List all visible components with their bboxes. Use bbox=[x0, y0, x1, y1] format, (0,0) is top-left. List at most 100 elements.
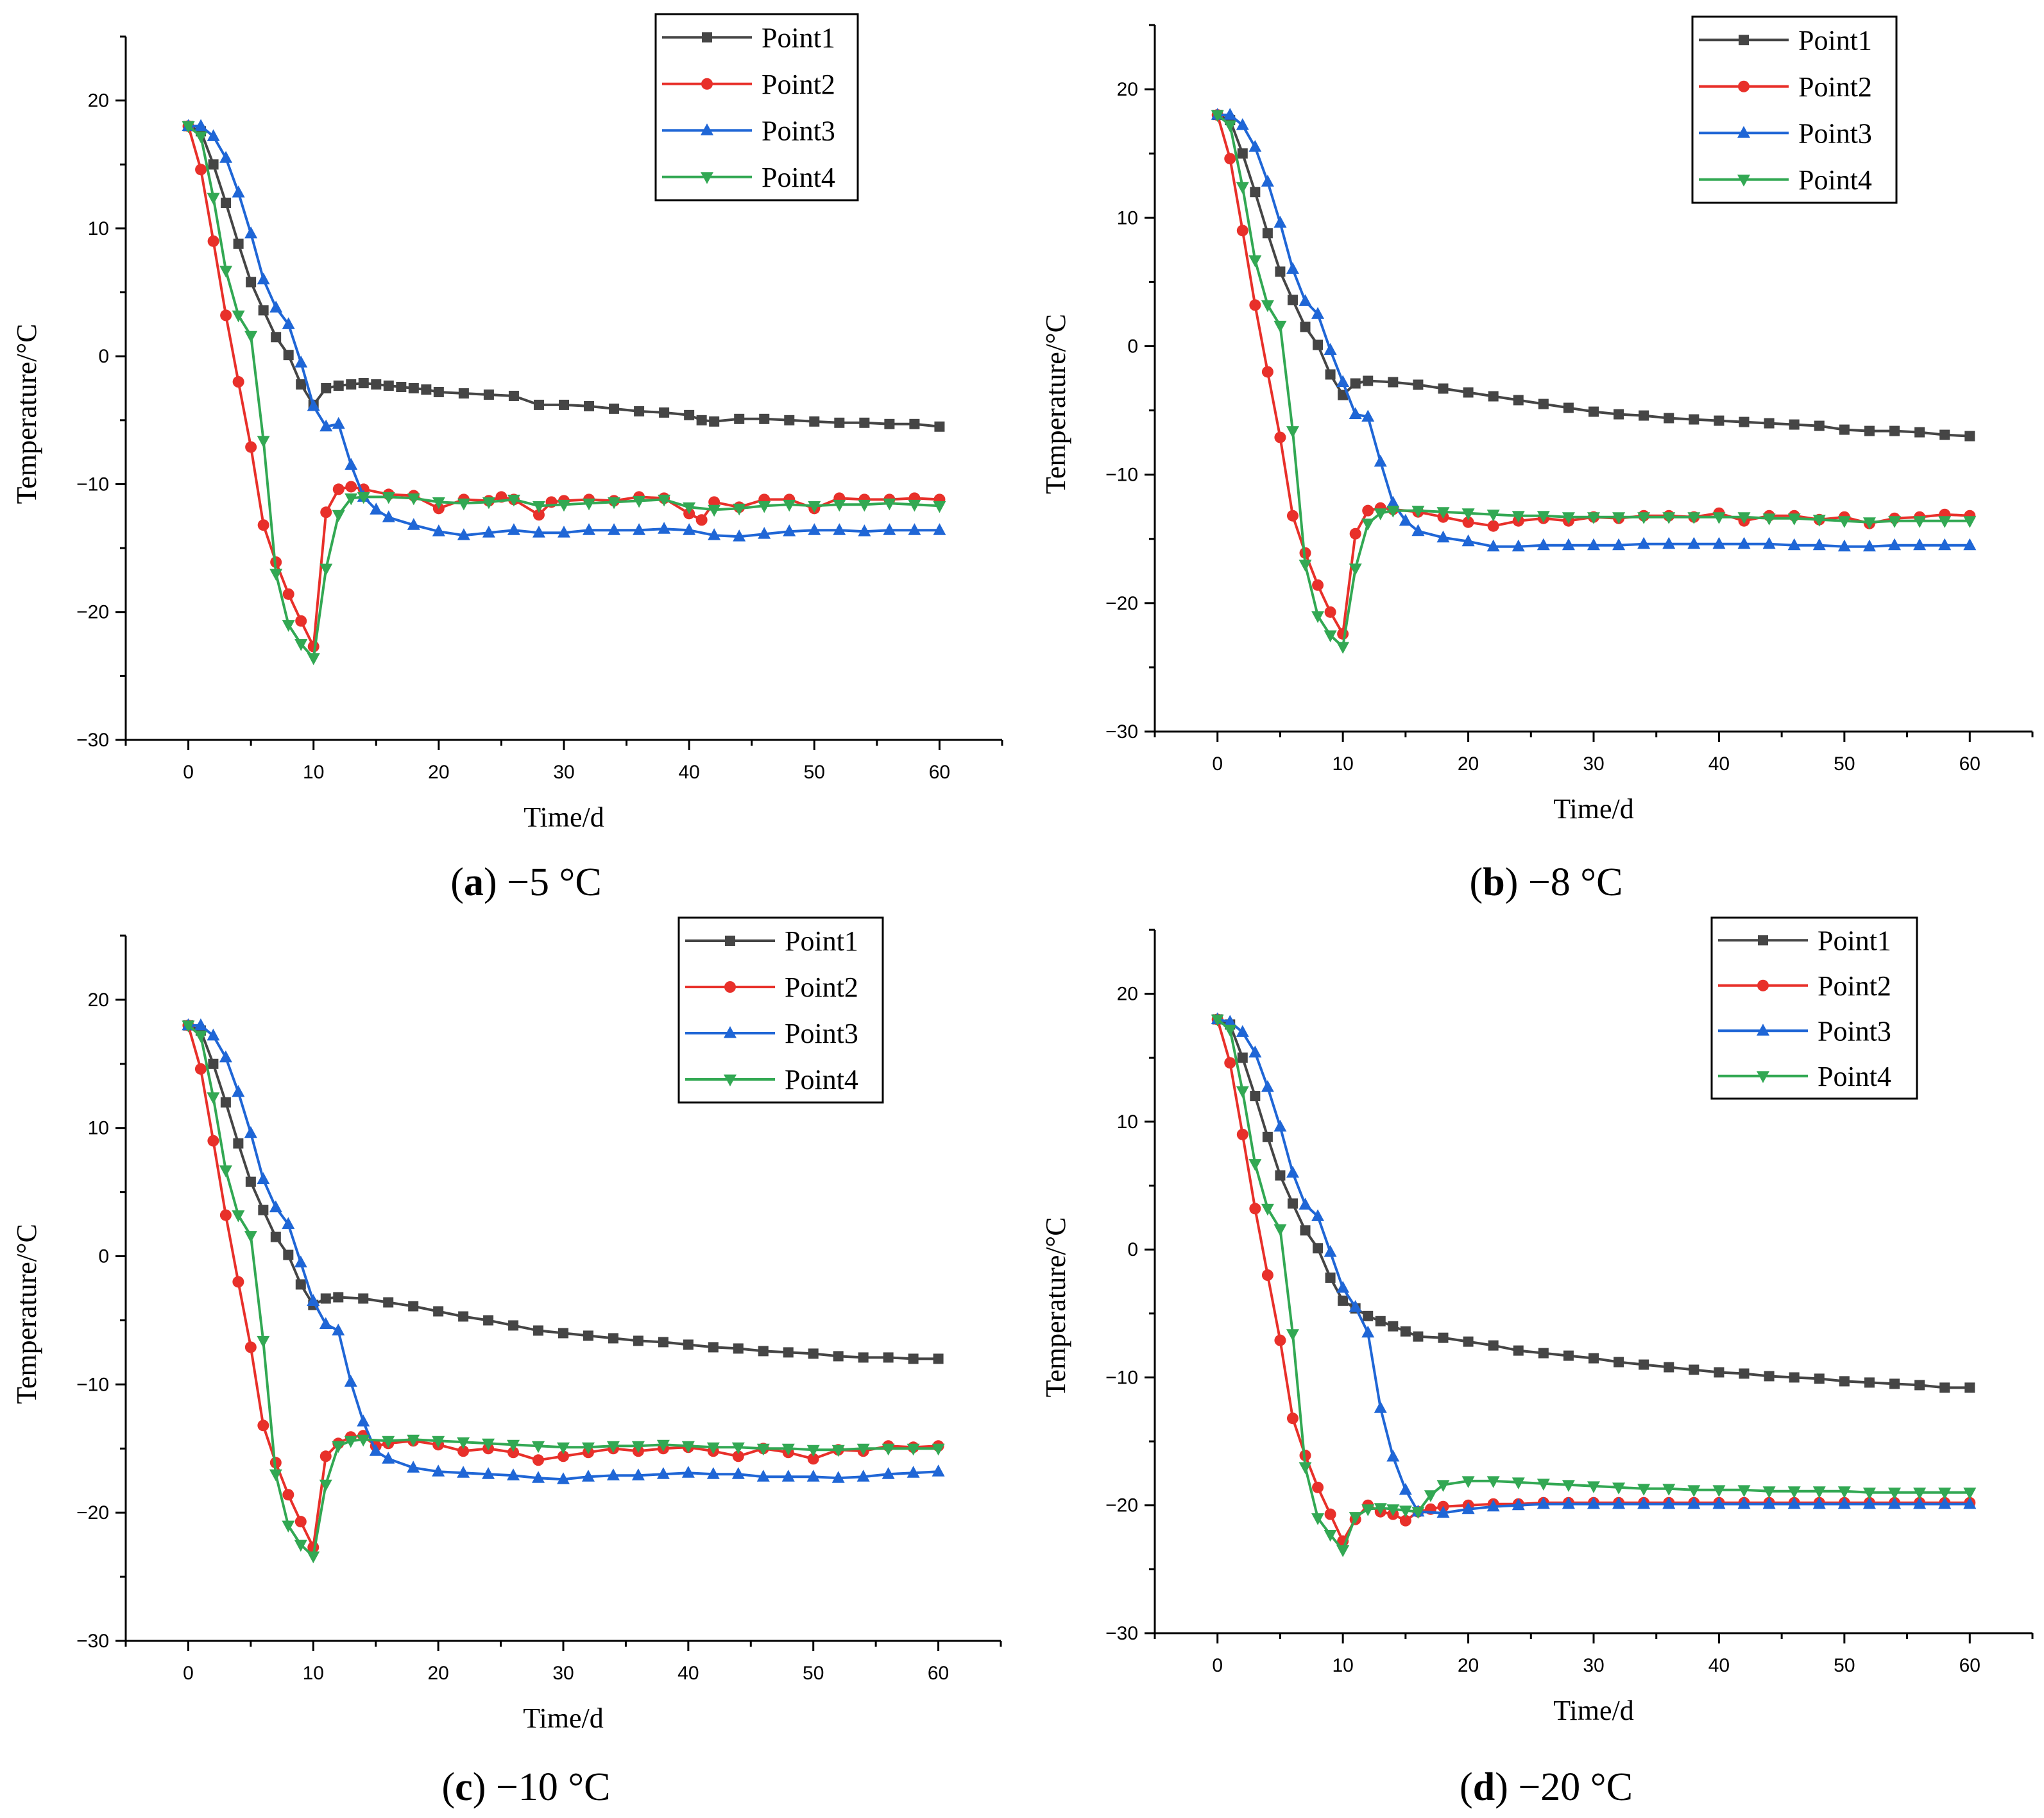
data-point bbox=[731, 1467, 745, 1479]
data-point bbox=[369, 1444, 382, 1456]
data-point bbox=[608, 1333, 618, 1344]
data-point bbox=[909, 418, 920, 429]
data-point bbox=[1512, 511, 1525, 523]
data-point bbox=[933, 501, 946, 513]
data-point bbox=[245, 441, 257, 453]
data-point bbox=[1612, 1496, 1626, 1509]
legend-marker bbox=[1757, 979, 1769, 991]
data-point bbox=[269, 1200, 282, 1213]
data-point bbox=[1462, 516, 1474, 528]
data-point bbox=[1938, 1488, 1952, 1500]
data-point bbox=[1862, 539, 1876, 552]
data-point bbox=[1562, 1496, 1575, 1509]
data-point bbox=[1662, 1484, 1676, 1496]
data-point bbox=[245, 1176, 256, 1187]
data-point bbox=[683, 523, 696, 535]
data-point bbox=[1637, 512, 1651, 524]
y-axis-title: Temperature/°C bbox=[1040, 314, 1071, 494]
data-point bbox=[1837, 1486, 1851, 1498]
data-point bbox=[933, 523, 946, 535]
data-point bbox=[1461, 1502, 1475, 1514]
y-tick-label: 10 bbox=[1117, 207, 1138, 228]
data-point bbox=[558, 526, 570, 538]
data-point bbox=[1274, 1334, 1286, 1346]
data-point bbox=[1223, 1015, 1237, 1027]
data-point bbox=[533, 399, 544, 410]
data-point bbox=[294, 356, 308, 368]
data-point bbox=[1963, 516, 1977, 528]
x-tick-label: 40 bbox=[1708, 1655, 1730, 1676]
data-point bbox=[1313, 1243, 1324, 1254]
data-point bbox=[1286, 1329, 1299, 1341]
data-point bbox=[883, 1352, 894, 1363]
data-point bbox=[1361, 1504, 1375, 1516]
data-point bbox=[532, 526, 545, 538]
data-point bbox=[507, 1446, 520, 1459]
legend-marker bbox=[1738, 80, 1750, 92]
data-point bbox=[934, 421, 945, 432]
data-point bbox=[220, 309, 232, 322]
legend-label: Point3 bbox=[762, 115, 835, 146]
data-point bbox=[1737, 512, 1751, 524]
data-point bbox=[457, 498, 470, 511]
data-point bbox=[1513, 395, 1524, 406]
data-point bbox=[1812, 515, 1826, 527]
data-point bbox=[433, 386, 444, 397]
data-point bbox=[1588, 406, 1599, 417]
data-point bbox=[320, 506, 332, 519]
data-point bbox=[257, 1172, 270, 1185]
y-axis-title: Temperature/°C bbox=[1040, 1217, 1071, 1398]
data-point bbox=[881, 1467, 895, 1479]
data-point bbox=[1411, 1507, 1425, 1519]
x-tick-label: 20 bbox=[1458, 753, 1479, 775]
data-point bbox=[283, 350, 294, 361]
data-point bbox=[1888, 516, 1902, 528]
data-point bbox=[407, 1434, 420, 1447]
data-point bbox=[1913, 538, 1927, 551]
data-point bbox=[1712, 512, 1726, 524]
data-point bbox=[1388, 1321, 1399, 1332]
data-point bbox=[809, 416, 820, 427]
data-point bbox=[233, 238, 244, 249]
data-point bbox=[1413, 379, 1424, 390]
data-point bbox=[1374, 508, 1387, 520]
data-point bbox=[706, 1467, 720, 1479]
data-point bbox=[1938, 516, 1952, 528]
data-point bbox=[332, 483, 345, 495]
data-point bbox=[1211, 1014, 1224, 1027]
data-point bbox=[345, 481, 357, 493]
data-point bbox=[319, 419, 333, 432]
data-point bbox=[1587, 1496, 1600, 1509]
data-point bbox=[1789, 1372, 1800, 1383]
data-point bbox=[1324, 1508, 1336, 1520]
data-point bbox=[783, 499, 796, 512]
data-point bbox=[194, 1063, 207, 1075]
data-point bbox=[319, 1450, 332, 1462]
data-point bbox=[1374, 1503, 1387, 1515]
data-point bbox=[358, 1293, 369, 1304]
data-point bbox=[258, 1205, 269, 1215]
data-point bbox=[1664, 413, 1674, 424]
data-point bbox=[1261, 300, 1274, 313]
data-point bbox=[907, 1466, 920, 1478]
data-point bbox=[257, 436, 270, 448]
data-point bbox=[1737, 1496, 1751, 1509]
data-point bbox=[1325, 369, 1336, 380]
data-point bbox=[733, 529, 746, 542]
data-point bbox=[1324, 1245, 1337, 1257]
data-point bbox=[858, 524, 871, 536]
data-point bbox=[1737, 536, 1751, 549]
data-point bbox=[1236, 182, 1249, 194]
data-point bbox=[532, 501, 545, 513]
y-tick-label: −10 bbox=[1105, 465, 1138, 486]
data-point bbox=[1762, 1486, 1776, 1498]
data-point bbox=[319, 1479, 332, 1492]
x-axis-title: Time/d bbox=[524, 802, 604, 833]
data-point bbox=[1312, 1481, 1324, 1493]
data-point bbox=[1537, 1496, 1550, 1509]
series-line bbox=[1216, 114, 1970, 648]
data-point bbox=[609, 403, 620, 414]
data-point bbox=[194, 131, 208, 144]
data-point bbox=[257, 1335, 270, 1348]
